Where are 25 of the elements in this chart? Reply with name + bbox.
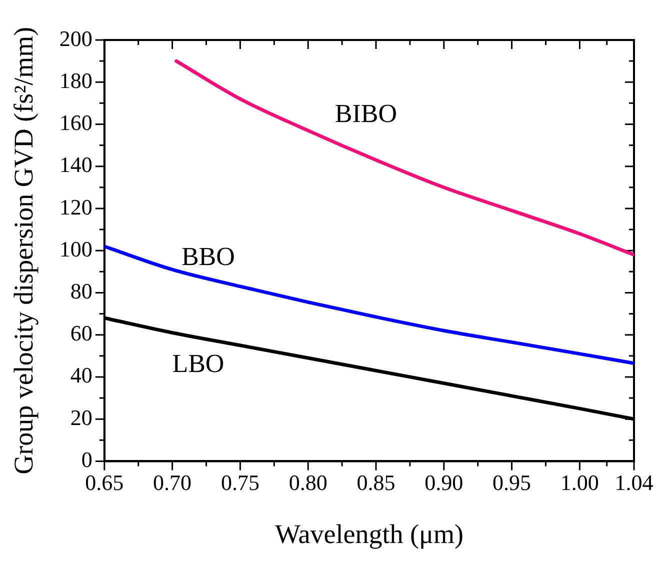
series-label: LBO xyxy=(172,349,224,378)
x-tick-label: 0.85 xyxy=(356,470,396,496)
x-tick-label: 0.90 xyxy=(424,470,464,496)
y-tick-label: 200 xyxy=(59,26,92,51)
y-tick-label: 60 xyxy=(70,320,92,346)
y-tick-label: 40 xyxy=(70,362,92,388)
y-axis-title: Group velocity dispersion GVD (fs²/mm) xyxy=(8,26,38,474)
y-tick-label: 80 xyxy=(70,278,92,304)
series-label: BIBO xyxy=(334,98,398,128)
y-tick-label: 20 xyxy=(70,404,92,430)
y-tick-label: 160 xyxy=(59,110,92,136)
y-tick-label: 0 xyxy=(81,446,92,472)
y-tick-label: 120 xyxy=(59,194,92,220)
series-label: BBO xyxy=(181,242,235,272)
x-tick-label: 1.04 xyxy=(614,470,654,496)
x-tick-label: 0.75 xyxy=(220,470,260,496)
y-tick-label: 140 xyxy=(59,152,92,178)
x-axis-title: Wavelength (μm) xyxy=(274,518,464,549)
y-tick-label: 100 xyxy=(59,236,92,262)
x-tick-label: 0.95 xyxy=(492,470,532,496)
x-tick-label: 0.65 xyxy=(85,470,124,496)
x-tick-label: 1.00 xyxy=(560,470,599,496)
y-tick-label: 180 xyxy=(59,68,92,93)
x-tick-label: 0.70 xyxy=(153,470,192,496)
x-tick-label: 0.80 xyxy=(288,470,328,496)
